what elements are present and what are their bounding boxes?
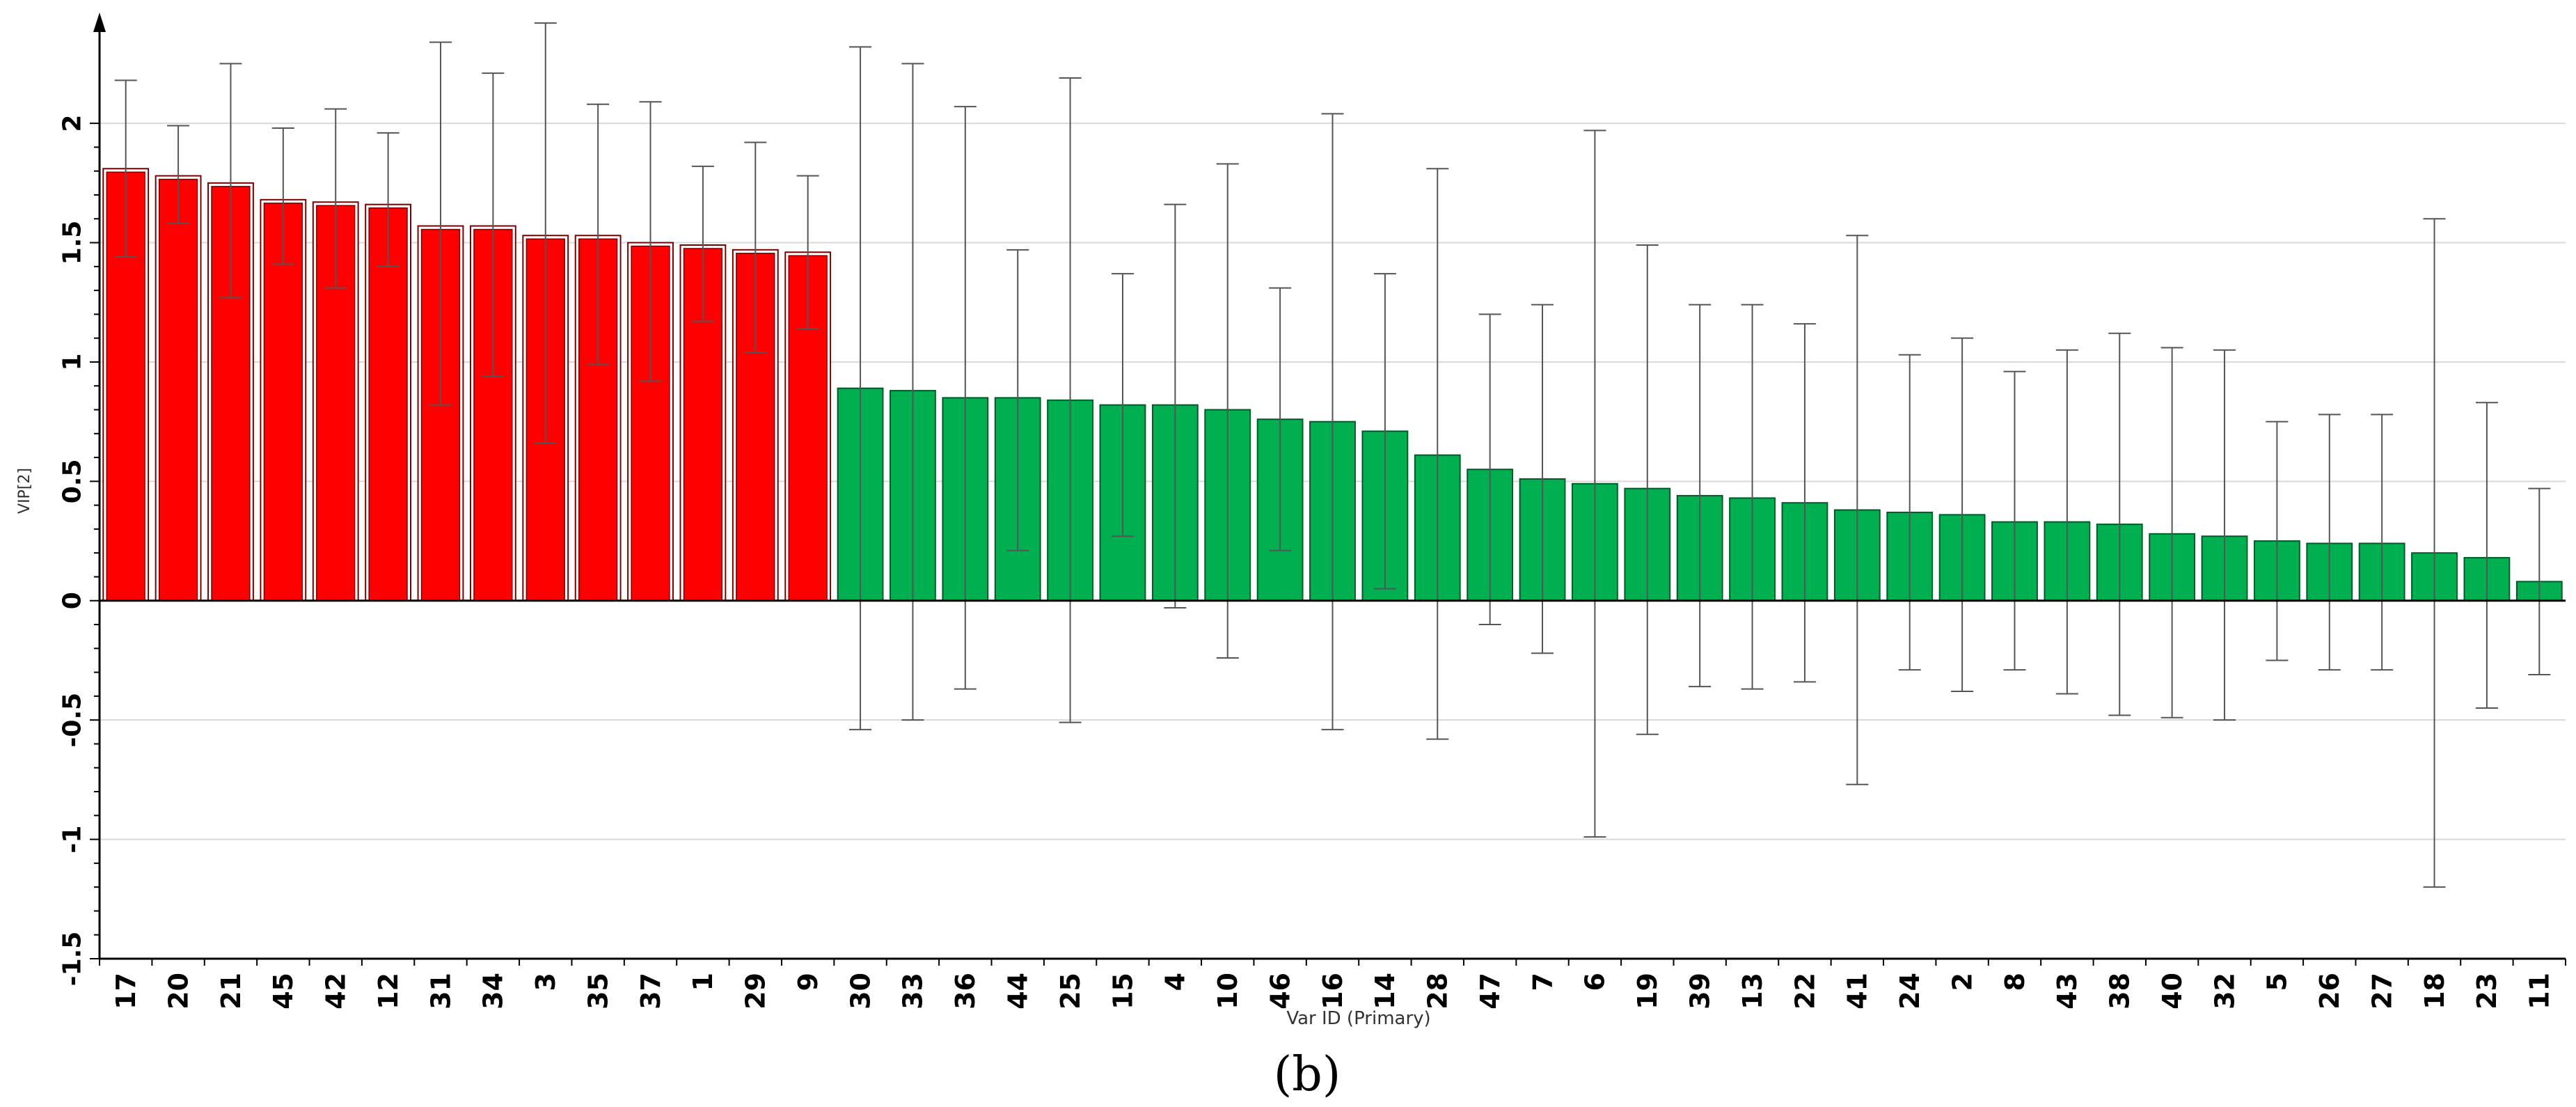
x-tick-label: 13 <box>1737 973 1768 1010</box>
y-tick-label: 1.5 <box>58 221 87 265</box>
x-tick-label: 15 <box>1107 973 1138 1010</box>
x-tick-label: 34 <box>478 973 509 1010</box>
x-tick-label: 43 <box>2052 973 2083 1010</box>
bar <box>263 203 303 602</box>
y-tick-label: -1.5 <box>58 932 87 987</box>
y-axis-arrow <box>93 13 106 32</box>
x-tick-label: 38 <box>2105 973 2135 1010</box>
error-bars <box>114 22 2551 888</box>
y-tick-label: 0 <box>58 592 87 609</box>
x-tick-label: 17 <box>111 973 141 1010</box>
bar <box>368 207 408 602</box>
x-tick-label: 44 <box>1003 973 1034 1010</box>
x-tick-label: 29 <box>741 973 771 1010</box>
panel-label: (b) <box>1274 1047 1341 1102</box>
x-tick-label: 35 <box>583 973 613 1010</box>
x-tick-label: 33 <box>898 973 929 1010</box>
x-tick-label: 6 <box>1580 973 1611 991</box>
x-tick-label: 40 <box>2157 973 2188 1010</box>
x-tick-labels: 17 20 21 45 42 12 31 34 3 35 37 1 29 9 30 33 36 44 25 15 4 10… <box>111 973 2555 1010</box>
x-tick-label: 41 <box>1842 973 1873 1010</box>
y-tick-label: 1 <box>58 353 87 370</box>
bar <box>158 178 198 602</box>
x-tick-label: 30 <box>845 973 876 1010</box>
x-tick-label: 12 <box>373 973 404 1010</box>
x-tick-label: 4 <box>1160 973 1191 991</box>
y-tick-labels: 2 1.5 1 0.5 0 -0.5 -1 -1.5 <box>58 115 87 987</box>
axes <box>90 13 2566 966</box>
y-tick-label: -0.5 <box>58 693 87 748</box>
x-tick-label: 21 <box>216 973 246 1010</box>
x-tick-label: 26 <box>2314 973 2345 1010</box>
x-tick-label: 25 <box>1055 973 1086 1010</box>
x-tick-label: 18 <box>2419 973 2450 1010</box>
x-tick-label: 36 <box>950 973 981 1010</box>
x-tick-label: 47 <box>1475 973 1506 1010</box>
x-tick-label: 16 <box>1318 973 1348 1010</box>
x-tick-label: 3 <box>530 973 561 991</box>
x-tick-label: 31 <box>425 973 456 1010</box>
x-tick-label: 19 <box>1632 973 1663 1010</box>
x-tick-label: 9 <box>793 973 823 991</box>
x-tick-label: 22 <box>1789 973 1820 1010</box>
x-tick-label: 23 <box>2472 973 2502 1010</box>
y-tick-label: -1 <box>58 826 87 854</box>
x-tick-label: 46 <box>1265 973 1295 1010</box>
x-tick-label: 24 <box>1895 973 1925 1010</box>
y-tick-label: 0.5 <box>58 459 87 503</box>
x-tick-label: 10 <box>1212 973 1243 1010</box>
x-tick-label: 28 <box>1423 973 1453 1010</box>
x-tick-label: 42 <box>321 973 351 1010</box>
x-tick-label: 1 <box>688 973 718 991</box>
x-tick-label: 27 <box>2366 973 2397 1010</box>
x-tick-label: 7 <box>1527 973 1558 991</box>
x-tick-label: 14 <box>1370 973 1400 1010</box>
x-tick-label: 39 <box>1684 973 1715 1010</box>
x-tick-label: 8 <box>2000 973 2030 991</box>
x-tick-label: 37 <box>635 973 666 1010</box>
y-axis-title: VIP[2] <box>16 468 33 514</box>
x-tick-label: 11 <box>2524 973 2555 1010</box>
x-tick-label: 20 <box>163 973 193 1010</box>
x-tick-label: 32 <box>2209 973 2240 1010</box>
x-tick-label: 5 <box>2262 973 2293 991</box>
x-tick-label: 45 <box>268 973 299 1010</box>
x-axis-title: Var ID (Primary) <box>1286 1008 1430 1029</box>
x-tick-label: 2 <box>1947 973 1977 991</box>
y-tick-label: 2 <box>58 115 87 132</box>
